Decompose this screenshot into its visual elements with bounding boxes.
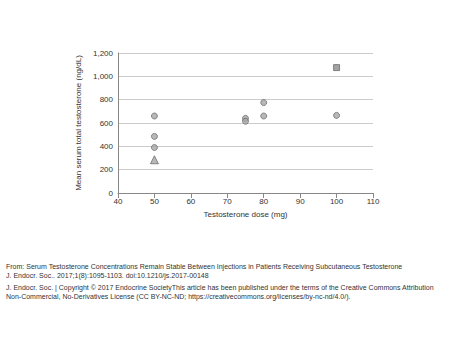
html-text:J. Endocr. Soc.. 2017;1(8):109: J. Endocr. Soc.. 2017;1(8):1095-1103. do… (6, 272, 209, 279)
svg-text:60: 60 (186, 197, 195, 206)
svg-text:Testosterone dose (mg): Testosterone dose (mg) (203, 210, 287, 219)
svg-text:200: 200 (100, 165, 114, 174)
svg-text:Mean serum total testosterone: Mean serum total testosterone (ng/dL) (74, 55, 83, 191)
svg-text:50: 50 (150, 197, 159, 206)
svg-text:0: 0 (108, 188, 113, 198)
svg-text:90: 90 (296, 197, 305, 206)
svg-text:40: 40 (114, 197, 123, 206)
html-text:From: Serum Testosterone Conce: From: Serum Testosterone Concentrations … (6, 263, 403, 270)
svg-text:80: 80 (259, 197, 268, 206)
svg-text:400: 400 (100, 142, 114, 151)
html-text:J. Endocr. Soc. | Copyright ©: J. Endocr. Soc. | Copyright © 2017 Endoc… (6, 284, 434, 300)
svg-text:600: 600 (100, 119, 114, 128)
svg-text:800: 800 (100, 95, 114, 104)
svg-text:70: 70 (223, 197, 232, 206)
svg-text:1,000: 1,000 (93, 72, 114, 81)
svg-text:1,200: 1,200 (93, 49, 114, 58)
svg-text:100: 100 (330, 197, 344, 206)
svg-text:110: 110 (367, 197, 380, 206)
